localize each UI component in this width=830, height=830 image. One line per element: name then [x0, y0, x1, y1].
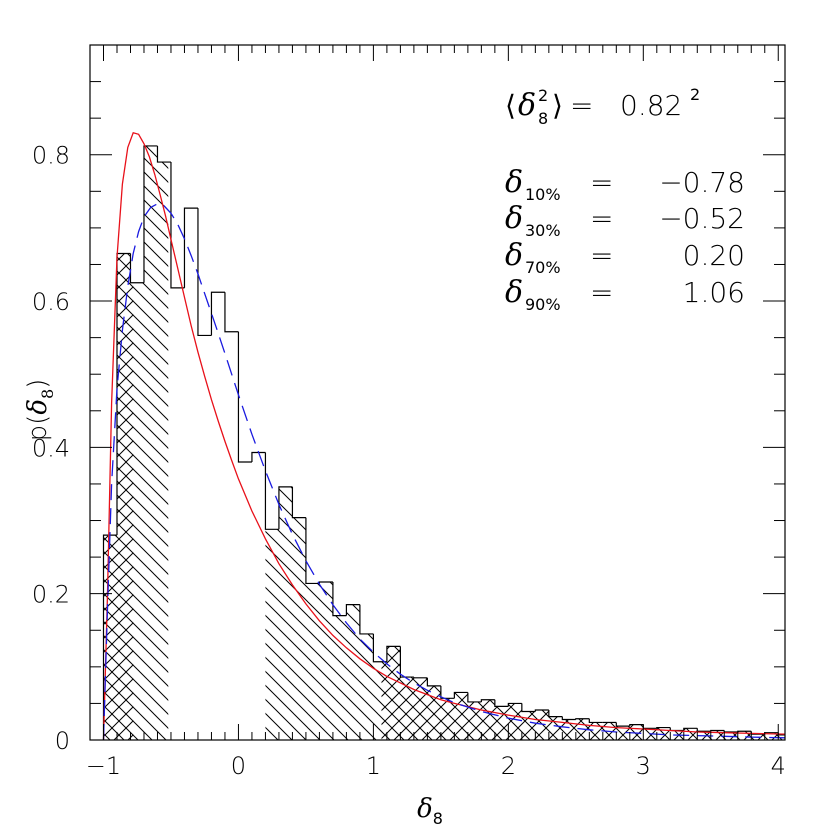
histogram-bin [534, 709, 549, 712]
y-tick-label: 0.8 [32, 142, 70, 170]
histogram-bin [129, 253, 144, 284]
svg-text:⟨: ⟨ [505, 89, 516, 122]
histogram-bin [170, 162, 185, 289]
histogram-bin [494, 699, 509, 707]
x-tick-label: 1 [366, 752, 381, 780]
histogram-bin [440, 685, 455, 699]
tick-labels: −1 0 1 2 3 4 0 0.2 0.4 0.6 0.8 [32, 142, 786, 780]
x-tick-label: 3 [636, 752, 651, 780]
svg-text:−0.52: −0.52 [659, 202, 745, 235]
y-tick-label: 0.6 [32, 288, 70, 316]
svg-text:1.06: 1.06 [683, 276, 745, 309]
svg-text:δ: δ [505, 165, 523, 200]
x-tick-label: 4 [771, 752, 786, 780]
histogram-bin [102, 534, 117, 740]
svg-text:=: = [590, 202, 613, 235]
histogram-bin [251, 451, 266, 462]
y-tick-label: 0.2 [32, 581, 70, 609]
histogram-bin [156, 145, 171, 163]
percentile-30: δ 30% = −0.52 [505, 201, 745, 240]
svg-text:30%: 30% [525, 221, 561, 240]
svg-text:δ: δ [505, 275, 523, 310]
histogram-bin [710, 729, 725, 732]
svg-text:=: = [590, 276, 613, 309]
histogram-bin [332, 581, 347, 617]
histogram-bin [386, 645, 401, 662]
histogram-bin [305, 517, 320, 585]
histogram-bin [210, 291, 225, 336]
hatch-region-3 [381, 646, 785, 740]
hatch-region-1 [265, 452, 785, 740]
svg-text:2: 2 [690, 85, 700, 104]
x-tick-label: 2 [501, 752, 516, 780]
percentile-90: δ 90% = 1.06 [505, 275, 745, 314]
histogram-bin [548, 710, 563, 718]
fit-curve-dashed [102, 203, 786, 741]
svg-text:10%: 10% [525, 185, 561, 204]
svg-text:0.20: 0.20 [683, 239, 745, 272]
histogram-bin [629, 724, 644, 727]
x-axis-title: δ8 [417, 794, 443, 828]
svg-text:=: = [590, 239, 613, 272]
histogram-bin [426, 677, 441, 687]
svg-text:δ: δ [505, 201, 523, 236]
svg-text:=: = [570, 89, 593, 122]
histogram-bin [197, 208, 212, 337]
histogram-bin [615, 722, 630, 727]
histogram-bin [372, 633, 387, 663]
histogram-bin [264, 452, 279, 530]
svg-text:2: 2 [538, 86, 548, 105]
histogram-bin [561, 716, 576, 721]
histogram-bin [575, 718, 590, 720]
hatch-layer [103, 145, 785, 741]
histogram-bin [278, 486, 293, 530]
histogram-bin [143, 145, 158, 283]
histogram-bin [413, 677, 428, 679]
histogram-bin [453, 691, 468, 699]
percentile-annotations: δ 10% = −0.78 δ 30% = −0.52 δ 70% = 0.20… [505, 165, 745, 314]
histogram-bin [723, 730, 738, 733]
svg-text:70%: 70% [525, 258, 561, 277]
y-tick-label: 0 [55, 727, 70, 755]
svg-text:⟩: ⟩ [552, 89, 563, 122]
axis-ticks [90, 44, 785, 741]
x-tick-label: 0 [231, 752, 246, 780]
svg-text:−0.78: −0.78 [659, 166, 745, 199]
histogram-bin [683, 727, 698, 731]
y-tick-label: 0.4 [32, 434, 70, 462]
svg-text:0.82: 0.82 [620, 89, 682, 122]
histogram-bin [480, 699, 495, 702]
histogram-bin [345, 604, 360, 616]
histogram-bin [224, 292, 239, 333]
variance-annotation: ⟨ δ 2 8 ⟩ = 0.82 2 [505, 85, 700, 128]
histogram-bin [183, 207, 198, 288]
percentile-70: δ 70% = 0.20 [505, 238, 745, 277]
hatch-region-2 [103, 253, 134, 740]
x-tick-label: −1 [86, 752, 121, 780]
histogram-bin [656, 726, 671, 729]
svg-text:90%: 90% [525, 295, 561, 314]
histogram-bin [737, 730, 752, 732]
histogram-bin [588, 718, 603, 724]
histogram-bin [237, 331, 252, 463]
histogram-bin [467, 692, 482, 703]
svg-text:δ: δ [518, 88, 536, 123]
svg-text:=: = [590, 166, 613, 199]
fit-curve-solid [102, 132, 786, 741]
percentile-10: δ 10% = −0.78 [505, 165, 745, 204]
histogram-bin [359, 604, 374, 635]
histogram-bin [696, 728, 711, 732]
plot-frame [89, 44, 786, 741]
svg-text:δ: δ [505, 238, 523, 273]
histogram-bin [521, 703, 536, 713]
histogram-bin [642, 724, 657, 729]
histogram-bin [507, 702, 522, 707]
histogram-bin [291, 486, 306, 519]
y-axis-title: p(δ8) [23, 379, 57, 442]
histogram [102, 145, 785, 740]
svg-text:8: 8 [538, 109, 548, 128]
fit-curves [102, 132, 786, 741]
histogram-bin [399, 646, 414, 678]
